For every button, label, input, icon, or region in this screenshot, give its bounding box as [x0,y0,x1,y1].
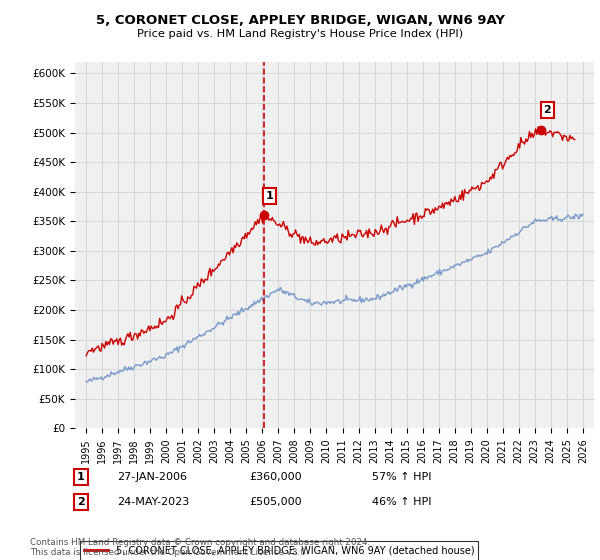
Text: 5, CORONET CLOSE, APPLEY BRIDGE, WIGAN, WN6 9AY: 5, CORONET CLOSE, APPLEY BRIDGE, WIGAN, … [95,14,505,27]
Text: 2: 2 [544,105,551,115]
Text: £505,000: £505,000 [249,497,302,507]
Text: £360,000: £360,000 [249,472,302,482]
Text: 1: 1 [77,472,85,482]
Text: 1: 1 [266,191,274,201]
Legend: 5, CORONET CLOSE, APPLEY BRIDGE, WIGAN, WN6 9AY (detached house), HPI: Average p: 5, CORONET CLOSE, APPLEY BRIDGE, WIGAN, … [80,542,478,560]
Text: Contains HM Land Registry data © Crown copyright and database right 2024.
This d: Contains HM Land Registry data © Crown c… [30,538,370,557]
Text: 24-MAY-2023: 24-MAY-2023 [117,497,189,507]
Text: 57% ↑ HPI: 57% ↑ HPI [372,472,431,482]
Text: 2: 2 [77,497,85,507]
Text: 27-JAN-2006: 27-JAN-2006 [117,472,187,482]
Text: 46% ↑ HPI: 46% ↑ HPI [372,497,431,507]
Text: Price paid vs. HM Land Registry's House Price Index (HPI): Price paid vs. HM Land Registry's House … [137,29,463,39]
